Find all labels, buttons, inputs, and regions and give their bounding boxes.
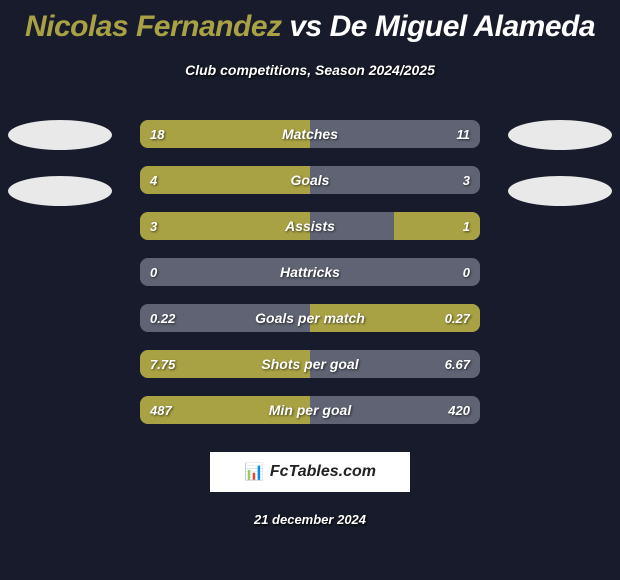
watermark-text: FcTables.com bbox=[270, 463, 376, 481]
stat-label: Matches bbox=[140, 120, 480, 148]
stat-value-player2: 420 bbox=[448, 396, 470, 424]
stat-row: 4Goals3 bbox=[140, 166, 480, 194]
stat-value-player2: 6.67 bbox=[445, 350, 470, 378]
stat-row: 487Min per goal420 bbox=[140, 396, 480, 424]
chart-icon: 📊 bbox=[244, 462, 264, 482]
title-vs: vs bbox=[289, 10, 321, 43]
comparison-chart: 18Matches114Goals33Assists10Hattricks00.… bbox=[140, 120, 480, 424]
stat-row: 0.22Goals per match0.27 bbox=[140, 304, 480, 332]
stat-row: 7.75Shots per goal6.67 bbox=[140, 350, 480, 378]
stat-row: 18Matches11 bbox=[140, 120, 480, 148]
avatar-placeholder-icon bbox=[8, 120, 112, 150]
stat-row: 3Assists1 bbox=[140, 212, 480, 240]
stat-row: 0Hattricks0 bbox=[140, 258, 480, 286]
stat-label: Min per goal bbox=[140, 396, 480, 424]
player2-avatar-group bbox=[508, 120, 612, 232]
page-title: Nicolas Fernandez vs De Miguel Alameda bbox=[0, 0, 620, 44]
subtitle: Club competitions, Season 2024/2025 bbox=[0, 62, 620, 78]
avatar-placeholder-icon bbox=[508, 176, 612, 206]
stat-value-player2: 0.27 bbox=[445, 304, 470, 332]
stat-label: Goals per match bbox=[140, 304, 480, 332]
title-player1: Nicolas Fernandez bbox=[25, 10, 282, 43]
stat-label: Assists bbox=[140, 212, 480, 240]
watermark: 📊 FcTables.com bbox=[210, 452, 410, 492]
player1-avatar-group bbox=[8, 120, 112, 232]
stat-label: Shots per goal bbox=[140, 350, 480, 378]
stat-value-player2: 1 bbox=[463, 212, 470, 240]
date-label: 21 december 2024 bbox=[0, 512, 620, 527]
stat-value-player2: 0 bbox=[463, 258, 470, 286]
stat-label: Hattricks bbox=[140, 258, 480, 286]
stat-value-player2: 11 bbox=[457, 120, 471, 148]
title-player2: De Miguel Alameda bbox=[330, 10, 595, 43]
avatar-placeholder-icon bbox=[508, 120, 612, 150]
avatar-placeholder-icon bbox=[8, 176, 112, 206]
stat-value-player2: 3 bbox=[463, 166, 470, 194]
stat-label: Goals bbox=[140, 166, 480, 194]
